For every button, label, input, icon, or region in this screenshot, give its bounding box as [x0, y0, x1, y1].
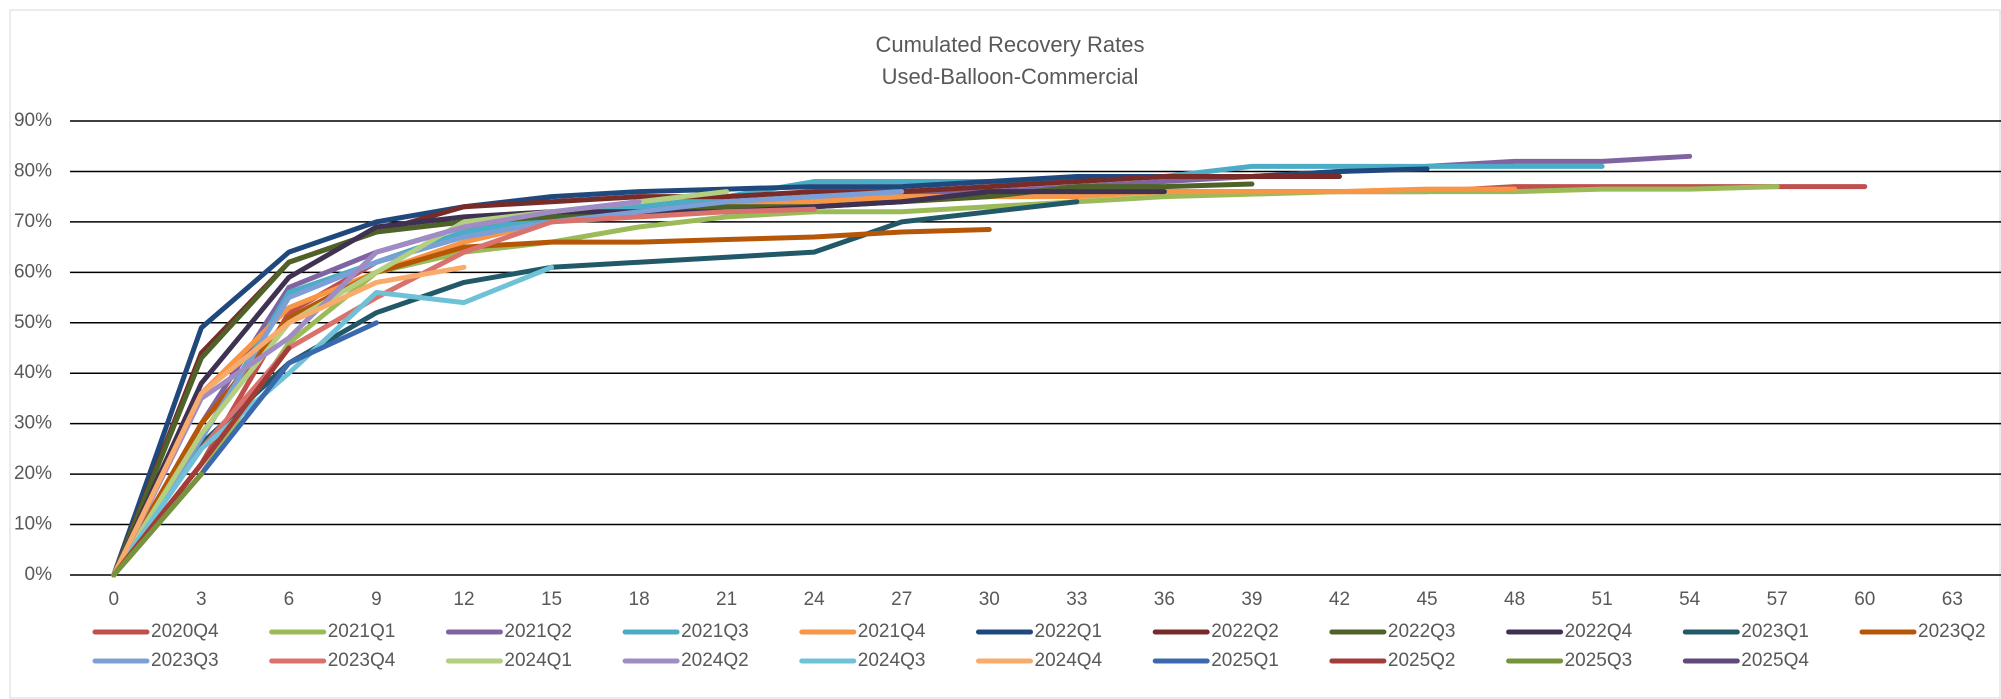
- legend-label: 2021Q2: [504, 621, 572, 642]
- chart-border: [9, 9, 2001, 699]
- x-tick-label: 39: [1241, 589, 1262, 610]
- chart-title: Cumulated Recovery Rates: [875, 32, 1144, 57]
- y-tick-label: 70%: [14, 211, 52, 232]
- x-tick-label: 33: [1066, 589, 1087, 610]
- y-tick-label: 60%: [14, 261, 52, 282]
- legend-label: 2024Q4: [1035, 650, 1103, 671]
- x-tick-label: 57: [1767, 589, 1788, 610]
- legend-label: 2023Q1: [1741, 621, 1809, 642]
- series-line: [111, 206, 817, 578]
- x-tick-label: 51: [1592, 589, 1613, 610]
- x-tick-label: 54: [1679, 589, 1701, 610]
- x-tick-label: 30: [979, 589, 1000, 610]
- y-tick-label: 20%: [14, 463, 52, 484]
- x-tick-label: 12: [453, 589, 474, 610]
- y-tick-label: 10%: [14, 514, 52, 535]
- legend-label: 2022Q1: [1035, 621, 1103, 642]
- x-tick-label: 3: [196, 589, 207, 610]
- x-tick-label: 0: [108, 589, 119, 610]
- legend-label: 2024Q2: [681, 650, 749, 671]
- legend-label: 2022Q3: [1388, 621, 1456, 642]
- legend-label: 2024Q1: [504, 650, 572, 671]
- x-tick-label: 15: [541, 589, 562, 610]
- y-tick-label: 40%: [14, 362, 52, 383]
- y-tick-label: 90%: [14, 110, 52, 131]
- y-tick-label: 0%: [25, 564, 53, 585]
- y-tick-label: 80%: [14, 160, 52, 181]
- chart-subtitle: Used-Balloon-Commercial: [882, 64, 1139, 89]
- y-tick-label: 30%: [14, 413, 52, 434]
- series-line: [111, 264, 467, 578]
- legend-label: 2021Q1: [328, 621, 396, 642]
- series-line: [111, 226, 992, 578]
- x-tick-label: 24: [804, 589, 826, 610]
- legend-label: 2020Q4: [151, 621, 219, 642]
- x-tick-label: 6: [284, 589, 295, 610]
- x-tick-label: 48: [1504, 589, 1525, 610]
- series-line: [111, 181, 1255, 578]
- x-tick-label: 60: [1854, 589, 1875, 610]
- x-tick-label: 42: [1329, 589, 1350, 610]
- x-tick-label: 27: [891, 589, 912, 610]
- legend-label: 2021Q4: [858, 621, 926, 642]
- series-line: [111, 199, 1080, 578]
- legend-label: 2023Q2: [1918, 621, 1986, 642]
- legend-label: 2022Q4: [1565, 621, 1633, 642]
- legend-label: 2023Q3: [151, 650, 219, 671]
- legend-label: 2025Q3: [1565, 650, 1633, 671]
- x-tick-label: 63: [1942, 589, 1963, 610]
- x-tick-label: 45: [1416, 589, 1437, 610]
- x-tick-label: 9: [371, 589, 382, 610]
- legend-label: 2024Q3: [858, 650, 926, 671]
- legend-label: 2025Q2: [1388, 650, 1456, 671]
- series-line: [111, 264, 555, 578]
- series-line: [111, 471, 204, 578]
- y-tick-label: 50%: [14, 312, 52, 333]
- legend-label: 2025Q4: [1741, 650, 1809, 671]
- x-tick-label: 18: [629, 589, 650, 610]
- x-tick-label: 36: [1154, 589, 1175, 610]
- legend-label: 2021Q3: [681, 621, 749, 642]
- legend-label: 2025Q1: [1211, 650, 1279, 671]
- legend-label: 2023Q4: [328, 650, 396, 671]
- legend-label: 2022Q2: [1211, 621, 1279, 642]
- x-tick-label: 21: [716, 589, 737, 610]
